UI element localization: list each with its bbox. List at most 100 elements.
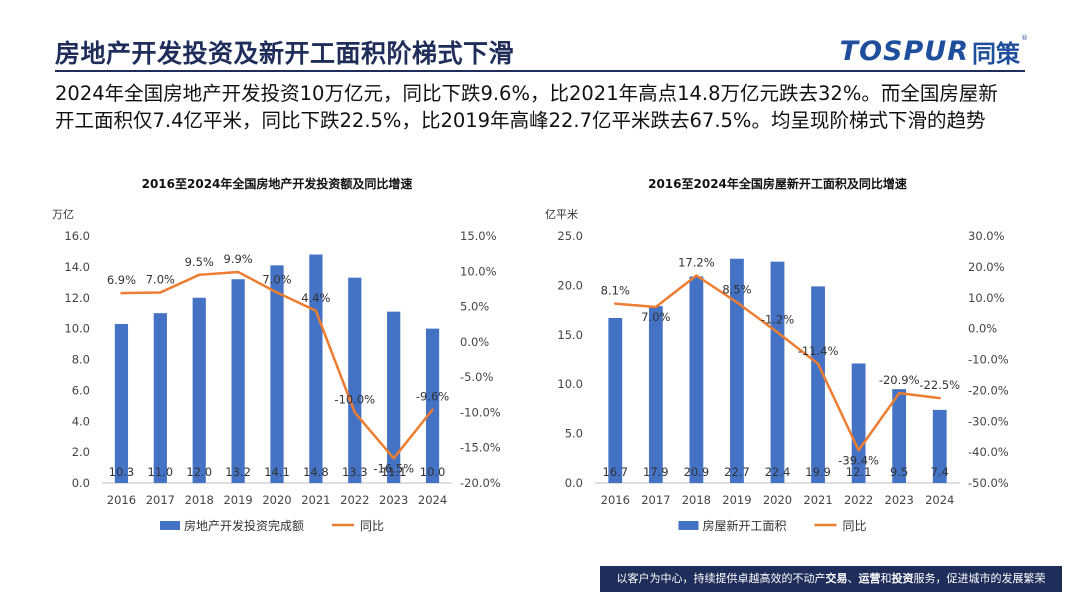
x-tick-label: 2019 — [223, 493, 252, 507]
y2-tick-label: 20.0% — [968, 260, 1005, 274]
line-value-label: 9.9% — [224, 252, 253, 266]
y-tick-label: 16.0 — [64, 229, 90, 243]
line-value-label: 4.4% — [301, 291, 330, 305]
y2-tick-label: 0.0% — [460, 335, 489, 349]
y-tick-label: 25.0 — [557, 229, 583, 243]
x-tick-label: 2022 — [844, 493, 873, 507]
x-tick-label: 2016 — [107, 493, 136, 507]
company-logo: TOSPUR 同策 ® — [840, 34, 1028, 69]
footer-sep-1: 、 — [847, 572, 859, 585]
line-point — [695, 274, 698, 277]
legend-line-label: 同比 — [843, 519, 867, 533]
bar-value-label: 13.2 — [225, 465, 251, 479]
bar-value-label: 14.1 — [264, 465, 290, 479]
bar — [114, 323, 129, 483]
line-point — [735, 301, 739, 304]
footer-keyword-operation: 运营 — [858, 572, 881, 585]
y-tick-label: 20.0 — [557, 278, 583, 292]
line-point — [776, 331, 779, 334]
y2-tick-label: -15.0% — [460, 441, 501, 455]
line-value-label: 6.9% — [107, 273, 136, 287]
bar — [770, 261, 785, 483]
x-tick-label: 2018 — [682, 493, 711, 507]
line-value-label: 17.2% — [678, 256, 715, 270]
footer-keyword-trade: 交易 — [825, 572, 848, 585]
y2-tick-label: 0.0% — [968, 322, 997, 336]
line-value-label: -1.2% — [761, 312, 794, 326]
bar-value-label: 9.5 — [890, 465, 908, 479]
x-tick-label: 2024 — [925, 493, 954, 507]
y2-tick-label: -20.0% — [460, 476, 501, 490]
y2-tick-label: 15.0% — [460, 229, 497, 243]
line-value-label: -9.6% — [416, 390, 449, 404]
line-value-label: -11.4% — [798, 344, 839, 358]
x-tick-label: 2023 — [885, 493, 914, 507]
bar-value-label: 14.8 — [303, 465, 329, 479]
line-point — [159, 291, 162, 294]
line-value-label: -10.0% — [334, 392, 375, 406]
bar-value-label: 11.1 — [381, 465, 407, 479]
x-tick-label: 2017 — [146, 493, 175, 507]
bar-value-label: 22.4 — [765, 465, 791, 479]
y-axis-unit-label: 万亿 — [52, 208, 74, 221]
x-tick-label: 2017 — [641, 493, 670, 507]
y2-tick-label: 5.0% — [460, 300, 489, 314]
y2-tick-label: 30.0% — [968, 229, 1005, 243]
chart-title: 2016至2024年全国房屋新开工面积及同比增速 — [648, 176, 907, 191]
line-point — [392, 457, 395, 460]
x-tick-label: 2024 — [418, 493, 447, 507]
bar-value-label: 12.0 — [186, 465, 212, 479]
y-tick-label: 2.0 — [72, 445, 90, 459]
x-tick-label: 2018 — [185, 493, 214, 507]
y2-tick-label: -10.0% — [968, 353, 1009, 367]
x-tick-label: 2021 — [301, 493, 330, 507]
line-point — [120, 291, 123, 295]
chart-title: 2016至2024年全国房地产开发投资额及同比增速 — [142, 176, 413, 191]
title-divider — [55, 70, 1025, 72]
bar — [425, 328, 440, 483]
line-point — [816, 362, 820, 366]
bar — [153, 313, 167, 483]
y-tick-label: 12.0 — [64, 291, 90, 305]
legend-bar-label: 房屋新开工面积 — [703, 518, 787, 533]
footer-prefix: 以客户为中心，持续提供卓越高效的不动产 — [616, 572, 826, 585]
bar-value-label: 7.4 — [931, 465, 949, 479]
x-tick-label: 2021 — [803, 493, 832, 507]
line-value-label: -39.4% — [838, 453, 879, 467]
line-value-label: -20.9% — [879, 373, 920, 387]
y2-tick-label: 10.0% — [968, 291, 1005, 305]
legend-line-label: 同比 — [360, 519, 384, 533]
line-value-label: -16.5% — [373, 461, 414, 475]
bar — [689, 276, 704, 483]
line-value-label: 7.0% — [146, 272, 175, 286]
y2-tick-label: 10.0% — [460, 264, 497, 278]
page-title: 房地产开发投资及新开工面积阶梯式下滑 — [55, 39, 515, 68]
bar — [730, 258, 744, 483]
bar-value-label: 10.0 — [420, 465, 446, 479]
footer-keyword-investment: 投资 — [891, 572, 914, 585]
bar — [231, 279, 245, 483]
y2-tick-label: -5.0% — [460, 370, 493, 384]
y-axis-unit-label: 亿平米 — [545, 208, 578, 221]
line-point — [938, 396, 941, 400]
y2-tick-label: -30.0% — [968, 414, 1009, 428]
y2-tick-label: -10.0% — [460, 405, 501, 419]
y-tick-label: 0.0 — [72, 476, 90, 490]
bar-value-label: 19.9 — [805, 465, 831, 479]
y-tick-label: 15.0 — [557, 328, 583, 342]
x-tick-label: 2023 — [379, 493, 408, 507]
logo-cn-text: 同策 — [972, 40, 1020, 68]
y-tick-label: 4.0 — [72, 414, 90, 428]
bar-value-label: 13.3 — [342, 465, 368, 479]
footer-banner: 以客户为中心，持续提供卓越高效的不动产交易、运营和投资服务，促进城市的发展繁荣 — [600, 566, 1062, 592]
line-value-label: -22.5% — [919, 378, 960, 392]
line-point — [236, 270, 240, 274]
bar — [932, 409, 947, 483]
bar — [851, 363, 866, 483]
x-tick-label: 2020 — [262, 493, 291, 507]
legend-bar-label: 房地产开发投资完成额 — [184, 518, 304, 533]
bar-value-label: 22.7 — [724, 465, 750, 479]
line-value-label: 7.0% — [262, 272, 291, 286]
line-value-label: 7.0% — [641, 310, 670, 324]
